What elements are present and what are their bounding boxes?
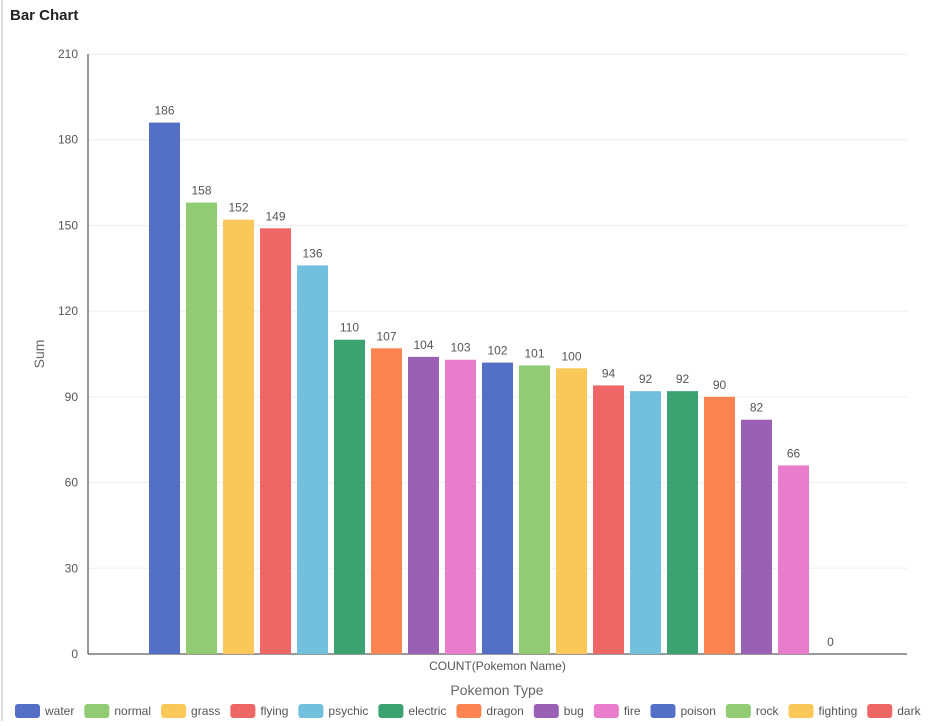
- bar: [482, 362, 513, 654]
- y-tick-label: 210: [58, 47, 78, 61]
- y-tick-label: 30: [65, 561, 79, 575]
- bar: [186, 202, 217, 655]
- legend-swatch[interactable]: [298, 704, 324, 718]
- value-label: 101: [524, 346, 544, 360]
- bar: [223, 219, 254, 654]
- y-tick-label: 120: [58, 304, 78, 318]
- bar: [334, 339, 365, 654]
- value-label: 100: [561, 349, 581, 363]
- legend-swatch[interactable]: [533, 704, 559, 718]
- value-label: 152: [228, 201, 248, 215]
- bar: [704, 396, 735, 654]
- value-label: 90: [713, 378, 727, 392]
- legend-swatch[interactable]: [378, 704, 404, 718]
- y-axis-title: Sum: [31, 340, 47, 369]
- y-tick-label: 90: [65, 390, 79, 404]
- bar: [408, 356, 439, 654]
- legend-label[interactable]: dragon: [486, 704, 523, 718]
- legend-swatch[interactable]: [230, 704, 256, 718]
- legend-label[interactable]: grass: [191, 704, 220, 718]
- legend-label[interactable]: fighting: [819, 704, 858, 718]
- value-label: 186: [154, 104, 174, 118]
- bar: [260, 228, 291, 655]
- value-label: 103: [450, 341, 470, 355]
- legend-label[interactable]: dark: [897, 704, 921, 718]
- y-tick-label: 180: [58, 133, 78, 147]
- x-tick-label: COUNT(Pokemon Name): [429, 659, 566, 673]
- value-label: 158: [191, 184, 211, 198]
- bar: [667, 391, 698, 654]
- value-label: 102: [487, 344, 507, 358]
- legend-label[interactable]: flying: [260, 704, 288, 718]
- value-label: 104: [413, 338, 433, 352]
- value-label: 82: [750, 401, 764, 415]
- legend-swatch[interactable]: [867, 704, 893, 718]
- value-label: 94: [602, 366, 616, 380]
- legend-swatch[interactable]: [456, 704, 482, 718]
- legend-swatch[interactable]: [15, 704, 40, 718]
- legend-label[interactable]: psychic: [328, 704, 368, 718]
- legend-label[interactable]: rock: [756, 704, 780, 718]
- chart-title: Bar Chart: [10, 7, 78, 24]
- legend-label[interactable]: fire: [624, 704, 641, 718]
- bar: [297, 265, 328, 654]
- legend-swatch[interactable]: [650, 704, 676, 718]
- bar: [445, 359, 476, 654]
- legend-swatch[interactable]: [725, 704, 751, 718]
- legend-label[interactable]: bug: [564, 704, 584, 718]
- value-label: 92: [639, 372, 653, 386]
- legend-swatch[interactable]: [788, 704, 814, 718]
- legend-swatch[interactable]: [84, 704, 110, 718]
- bar: [556, 368, 587, 654]
- legend-label[interactable]: water: [44, 704, 74, 718]
- bar: [778, 465, 809, 654]
- y-tick-label: 60: [65, 476, 79, 490]
- value-label: 66: [787, 446, 801, 460]
- legend-label[interactable]: poison: [681, 704, 716, 718]
- legend-swatch[interactable]: [593, 704, 619, 718]
- legend-label[interactable]: normal: [114, 704, 151, 718]
- value-label: 136: [302, 246, 322, 260]
- bar: [371, 348, 402, 654]
- bar: [593, 385, 624, 654]
- value-label: 107: [376, 329, 396, 343]
- bar: [741, 419, 772, 654]
- value-label: 110: [340, 321, 359, 335]
- y-tick-label: 0: [71, 647, 78, 661]
- y-tick-label: 150: [58, 218, 78, 232]
- bar: [149, 122, 180, 655]
- legend-swatch[interactable]: [161, 704, 187, 718]
- value-label: 0: [827, 635, 834, 649]
- legend-label[interactable]: electric: [408, 704, 446, 718]
- bar: [519, 365, 550, 654]
- value-label: 92: [676, 372, 690, 386]
- bar: [630, 391, 661, 654]
- x-axis-title: Pokemon Type: [450, 682, 543, 698]
- value-label: 149: [265, 209, 285, 223]
